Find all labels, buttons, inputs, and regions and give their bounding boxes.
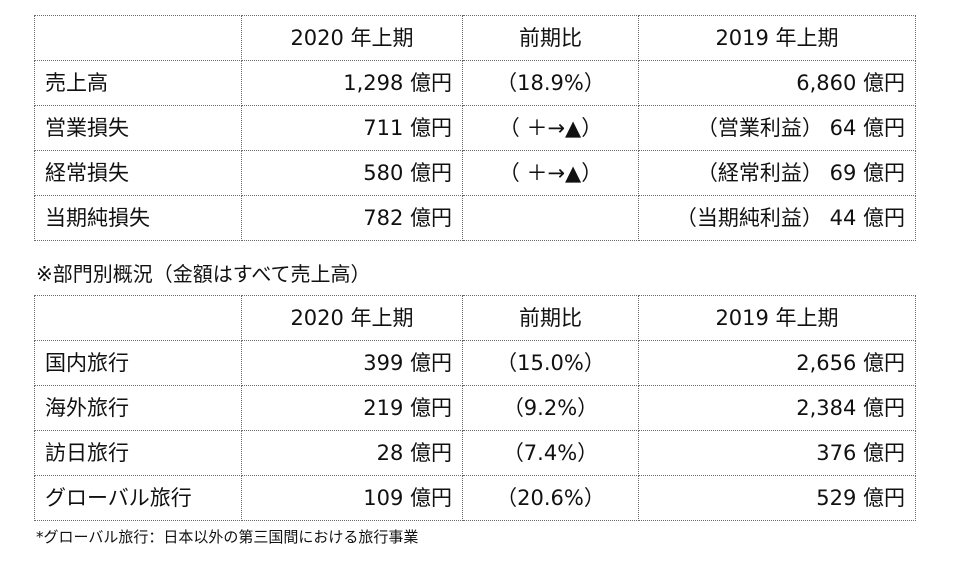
value-2020h1: 711 億円 xyxy=(241,105,463,151)
value-2020h1: 782 億円 xyxy=(241,195,463,241)
value-2019h1: 6,860 億円 xyxy=(638,60,916,106)
table-row: 経常損失 580 億円 （ ＋→▲） （経常利益） 69 億円 xyxy=(34,150,916,196)
header-cell-yoy: 前期比 xyxy=(462,295,639,341)
row-label: グローバル旅行 xyxy=(34,475,242,521)
row-label: 経常損失 xyxy=(34,150,242,196)
value-yoy: （20.6%） xyxy=(462,475,639,521)
financial-summary-table: 2020 年上期 前期比 2019 年上期 売上高 1,298 億円 （18.9… xyxy=(34,15,916,241)
value-yoy xyxy=(462,195,639,241)
value-yoy: （ ＋→▲） xyxy=(462,105,639,151)
value-2019h1: 529 億円 xyxy=(638,475,916,521)
table-row: 営業損失 711 億円 （ ＋→▲） （営業利益） 64 億円 xyxy=(34,105,916,151)
header-cell-2019h1: 2019 年上期 xyxy=(638,15,916,61)
header-cell-2019h1: 2019 年上期 xyxy=(638,295,916,341)
header-cell-blank xyxy=(34,295,242,341)
value-2020h1: 109 億円 xyxy=(241,475,463,521)
row-label: 当期純損失 xyxy=(34,195,242,241)
row-label: 訪日旅行 xyxy=(34,430,242,476)
header-cell-2020h1: 2020 年上期 xyxy=(241,295,463,341)
value-2020h1: 1,298 億円 xyxy=(241,60,463,106)
segment-caption: ※部門別概況（金額はすべて売上高） xyxy=(36,262,371,286)
table-row: 海外旅行 219 億円 （9.2%） 2,384 億円 xyxy=(34,385,916,431)
footnote: *グローバル旅行：日本以外の第三国間における旅行事業 xyxy=(36,528,419,546)
table-header-row: 2020 年上期 前期比 2019 年上期 xyxy=(34,15,916,61)
row-label: 営業損失 xyxy=(34,105,242,151)
header-cell-2020h1: 2020 年上期 xyxy=(241,15,463,61)
value-2020h1: 580 億円 xyxy=(241,150,463,196)
value-yoy: （7.4%） xyxy=(462,430,639,476)
value-2020h1: 399 億円 xyxy=(241,340,463,386)
table-row: 売上高 1,298 億円 （18.9%） 6,860 億円 xyxy=(34,60,916,106)
row-label: 売上高 xyxy=(34,60,242,106)
table-row: 当期純損失 782 億円 （当期純利益） 44 億円 xyxy=(34,195,916,241)
value-yoy: （9.2%） xyxy=(462,385,639,431)
value-2019h1: （経常利益） 69 億円 xyxy=(638,150,916,196)
header-cell-yoy: 前期比 xyxy=(462,15,639,61)
table-row: 訪日旅行 28 億円 （7.4%） 376 億円 xyxy=(34,430,916,476)
value-2019h1: （当期純利益） 44 億円 xyxy=(638,195,916,241)
row-label: 国内旅行 xyxy=(34,340,242,386)
value-yoy: （15.0%） xyxy=(462,340,639,386)
value-2019h1: 2,384 億円 xyxy=(638,385,916,431)
value-2019h1: 376 億円 xyxy=(638,430,916,476)
header-cell-blank xyxy=(34,15,242,61)
table-header-row: 2020 年上期 前期比 2019 年上期 xyxy=(34,295,916,341)
value-2019h1: （営業利益） 64 億円 xyxy=(638,105,916,151)
value-2020h1: 219 億円 xyxy=(241,385,463,431)
table-row: 国内旅行 399 億円 （15.0%） 2,656 億円 xyxy=(34,340,916,386)
row-label: 海外旅行 xyxy=(34,385,242,431)
value-yoy: （18.9%） xyxy=(462,60,639,106)
segment-table: 2020 年上期 前期比 2019 年上期 国内旅行 399 億円 （15.0%… xyxy=(34,295,916,521)
value-2019h1: 2,656 億円 xyxy=(638,340,916,386)
value-yoy: （ ＋→▲） xyxy=(462,150,639,196)
value-2020h1: 28 億円 xyxy=(241,430,463,476)
table-row: グローバル旅行 109 億円 （20.6%） 529 億円 xyxy=(34,475,916,521)
